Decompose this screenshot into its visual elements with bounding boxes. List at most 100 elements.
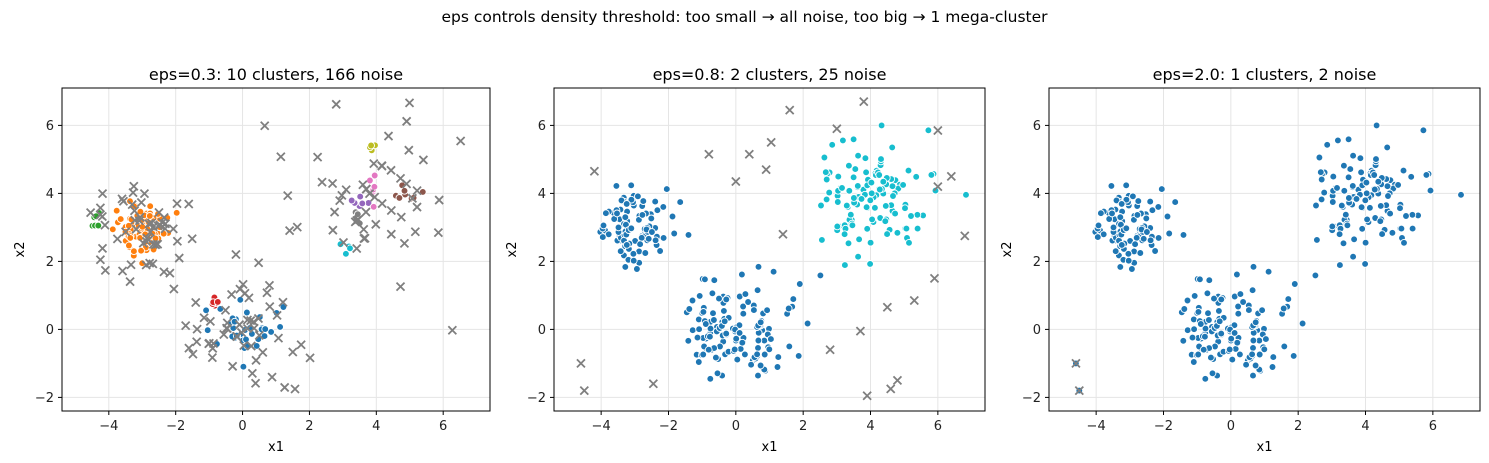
- noise-marker: [396, 212, 406, 222]
- cluster-point: [1143, 228, 1151, 236]
- cluster-point: [706, 332, 714, 341]
- cluster-point: [347, 196, 356, 205]
- noise-marker: [253, 258, 264, 268]
- noise-marker: [100, 220, 110, 230]
- noise-marker: [1074, 385, 1084, 396]
- cluster-point: [853, 182, 862, 190]
- cluster-point: [747, 360, 755, 369]
- cluster-point: [1132, 233, 1141, 242]
- cluster-point: [627, 195, 636, 204]
- x-tick-label: −2: [166, 419, 185, 434]
- cluster-point: [730, 345, 739, 354]
- cluster-point: [741, 290, 750, 298]
- noise-marker: [337, 190, 347, 200]
- noise-marker: [125, 276, 135, 287]
- cluster-point: [617, 196, 626, 205]
- cluster-point: [1348, 182, 1357, 190]
- noise-marker: [576, 358, 586, 369]
- noise-marker: [174, 253, 184, 263]
- cluster-point: [701, 275, 709, 284]
- cluster-point: [1317, 175, 1326, 184]
- cluster-point: [1111, 247, 1120, 256]
- noise-marker: [412, 202, 422, 212]
- noise-marker: [766, 137, 776, 148]
- noise-marker: [118, 196, 129, 206]
- cluster-point: [622, 241, 631, 249]
- cluster-point: [1194, 308, 1203, 316]
- noise-marker: [97, 188, 108, 199]
- cluster-point: [695, 325, 703, 334]
- cluster-point: [659, 203, 668, 211]
- noise-marker: [359, 233, 369, 244]
- noise-marker: [153, 221, 163, 231]
- noise-marker: [825, 345, 835, 355]
- cluster-point: [816, 271, 825, 280]
- cluster-point: [203, 326, 212, 335]
- cluster-point: [1372, 155, 1380, 163]
- cluster-point: [627, 224, 636, 233]
- cluster-point: [1422, 171, 1431, 179]
- cluster-point: [1215, 317, 1224, 326]
- noise-marker: [139, 188, 150, 199]
- noise-marker: [251, 355, 261, 365]
- cluster-point: [616, 247, 625, 256]
- cluster-point: [252, 342, 261, 350]
- cluster-point: [1249, 262, 1258, 271]
- cluster-point: [400, 186, 409, 195]
- cluster-point: [710, 276, 719, 285]
- cluster-point: [741, 350, 749, 359]
- plot-area: [85, 98, 466, 394]
- cluster-point: [126, 234, 135, 242]
- noise-marker: [288, 347, 298, 357]
- cluster-point: [1388, 228, 1397, 237]
- cluster-point: [1227, 334, 1236, 343]
- cluster-point: [112, 206, 121, 215]
- cluster-point: [688, 296, 697, 305]
- x-axis-label: x1: [762, 440, 778, 455]
- cluster-point: [1349, 151, 1357, 160]
- noise-marker: [246, 316, 256, 326]
- cluster-point: [738, 338, 747, 347]
- cluster-point: [1248, 350, 1256, 359]
- noise-marker: [247, 368, 257, 378]
- cluster-point: [1165, 229, 1174, 238]
- noise-marker: [254, 330, 264, 341]
- cluster-point: [1312, 201, 1320, 210]
- noise-marker: [250, 378, 261, 388]
- cluster-point: [1248, 286, 1257, 295]
- noise-marker: [264, 280, 275, 291]
- cluster-point: [367, 141, 375, 150]
- scatter-panel-2: −4 −2 0 2 4 6 −2 0 2 4 6 eps=0.8: 2 clusters, 25 no…: [505, 65, 986, 455]
- cluster-point: [1361, 196, 1370, 205]
- cluster-point: [760, 350, 769, 359]
- cluster-point: [656, 247, 664, 255]
- x-tick-label: 0: [1227, 419, 1235, 434]
- noise-marker: [239, 340, 249, 351]
- cluster-point: [879, 177, 888, 186]
- cluster-point: [713, 369, 722, 378]
- cluster-point: [924, 126, 933, 135]
- cluster-point: [1234, 309, 1243, 318]
- cluster-point: [1361, 260, 1369, 268]
- cluster-point: [634, 192, 642, 201]
- cluster-point: [638, 211, 647, 219]
- cluster-point: [145, 212, 154, 220]
- cluster-point: [172, 208, 181, 217]
- cluster-point: [1215, 307, 1223, 315]
- noise-marker: [278, 297, 288, 307]
- noise-marker: [127, 199, 137, 210]
- noise-marker: [589, 166, 600, 176]
- noise-marker: [128, 187, 138, 198]
- noise-marker: [744, 149, 754, 159]
- noise-marker: [855, 326, 866, 336]
- y-tick-label: 4: [1033, 187, 1041, 202]
- noise-marker: [335, 196, 345, 206]
- y-tick-label: 4: [538, 187, 546, 202]
- cluster-point: [1128, 265, 1136, 273]
- noise-marker: [383, 131, 394, 141]
- noise-marker: [862, 391, 872, 401]
- cluster-point: [629, 256, 638, 265]
- cluster-point: [693, 333, 702, 342]
- cluster-point: [1148, 206, 1157, 215]
- noise-marker: [204, 338, 214, 348]
